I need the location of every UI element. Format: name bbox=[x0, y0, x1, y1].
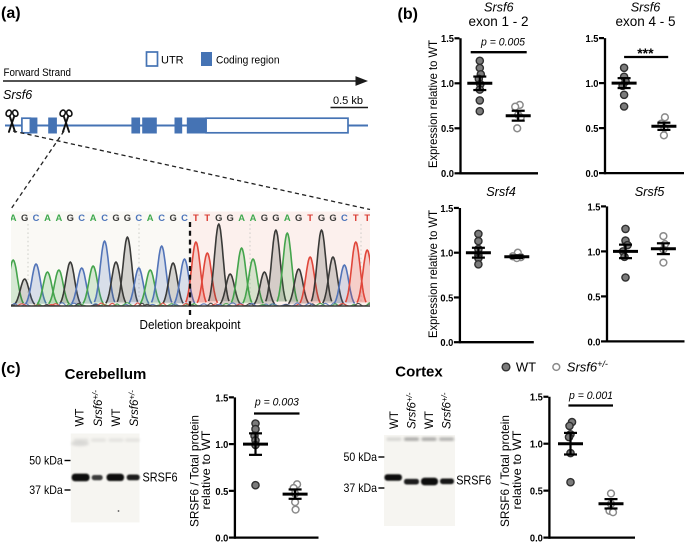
svg-text:(b): (b) bbox=[398, 6, 418, 23]
svg-text:T: T bbox=[193, 212, 199, 223]
svg-text:G: G bbox=[124, 212, 131, 223]
svg-text:1.0: 1.0 bbox=[586, 78, 599, 90]
svg-text:1.5: 1.5 bbox=[441, 33, 454, 45]
svg-text:0.5: 0.5 bbox=[441, 123, 454, 135]
svg-text:1.5: 1.5 bbox=[530, 392, 543, 404]
svg-text:SRSF6: SRSF6 bbox=[456, 474, 491, 488]
svg-text:relative to WT: relative to WT bbox=[510, 430, 524, 510]
svg-text:p = 0.003: p = 0.003 bbox=[254, 397, 299, 409]
svg-text:Cerebellum: Cerebellum bbox=[65, 366, 147, 383]
svg-text:Deletion breakpoint: Deletion breakpoint bbox=[140, 318, 241, 332]
svg-text:p = 0.001: p = 0.001 bbox=[568, 390, 613, 402]
svg-text:A: A bbox=[44, 212, 51, 223]
svg-text:1.0: 1.0 bbox=[441, 78, 454, 90]
svg-text:(a): (a) bbox=[1, 5, 21, 22]
svg-text:C: C bbox=[341, 212, 348, 223]
svg-text:WT: WT bbox=[75, 409, 87, 427]
svg-text:G: G bbox=[318, 212, 325, 223]
svg-text:A: A bbox=[90, 212, 97, 223]
svg-text:G: G bbox=[227, 212, 234, 223]
svg-text:1.5: 1.5 bbox=[586, 33, 599, 45]
svg-text:T: T bbox=[353, 212, 359, 223]
svg-text:0.0: 0.0 bbox=[215, 533, 228, 545]
svg-text:A: A bbox=[147, 212, 154, 223]
svg-text:0.0: 0.0 bbox=[440, 337, 453, 349]
svg-text:Coding region: Coding region bbox=[216, 55, 280, 67]
svg-text:SRSF6 / Total protein: SRSF6 / Total protein bbox=[187, 415, 201, 527]
svg-text:WT: WT bbox=[389, 411, 401, 429]
svg-text:0.5: 0.5 bbox=[215, 486, 228, 498]
svg-text:p = 0.005: p = 0.005 bbox=[480, 37, 526, 49]
svg-text:G: G bbox=[67, 212, 74, 223]
svg-text:A: A bbox=[10, 212, 17, 223]
svg-text:0.5: 0.5 bbox=[586, 123, 599, 135]
svg-text:0.0: 0.0 bbox=[441, 168, 454, 180]
svg-text:C: C bbox=[135, 212, 142, 223]
svg-text:Forward Strand: Forward Strand bbox=[4, 67, 72, 79]
svg-text:G: G bbox=[215, 212, 222, 223]
svg-text:A: A bbox=[284, 212, 291, 223]
svg-text:Srsf6: Srsf6 bbox=[484, 0, 514, 15]
svg-text:G: G bbox=[21, 212, 28, 223]
svg-text:Srsf4: Srsf4 bbox=[486, 184, 516, 199]
svg-text:0.5: 0.5 bbox=[440, 292, 453, 304]
svg-text:T: T bbox=[204, 212, 210, 223]
svg-text:exon 4 - 5: exon 4 - 5 bbox=[615, 14, 675, 29]
svg-text:1.5: 1.5 bbox=[440, 203, 453, 215]
svg-text:A: A bbox=[250, 212, 257, 223]
svg-text:G: G bbox=[295, 212, 302, 223]
svg-text:G: G bbox=[272, 212, 279, 223]
svg-text:Expression relative to WT: Expression relative to WT bbox=[426, 39, 440, 168]
svg-text:0.0: 0.0 bbox=[530, 533, 543, 545]
svg-text:0.0: 0.0 bbox=[586, 168, 599, 180]
svg-text:1.0: 1.0 bbox=[215, 439, 228, 451]
svg-text:***: *** bbox=[637, 45, 654, 61]
svg-text:SRSF6 / Total protein: SRSF6 / Total protein bbox=[498, 415, 512, 527]
svg-text:Srsf5: Srsf5 bbox=[635, 184, 665, 199]
svg-text:A: A bbox=[238, 212, 245, 223]
svg-text:1.0: 1.0 bbox=[440, 248, 453, 260]
svg-text:C: C bbox=[158, 212, 165, 223]
svg-text:C: C bbox=[78, 212, 85, 223]
svg-text:WT: WT bbox=[424, 411, 436, 429]
svg-text:UTR: UTR bbox=[161, 55, 184, 67]
svg-text:SRSF6: SRSF6 bbox=[143, 471, 178, 485]
svg-text:C: C bbox=[101, 212, 108, 223]
svg-text:WT: WT bbox=[516, 360, 536, 375]
svg-text:Expression relative to WT: Expression relative to WT bbox=[426, 209, 440, 338]
svg-text:exon 1 - 2: exon 1 - 2 bbox=[468, 14, 528, 29]
svg-text:1.5: 1.5 bbox=[215, 392, 228, 404]
svg-text:(c): (c) bbox=[1, 361, 21, 378]
svg-text:WT: WT bbox=[111, 409, 123, 427]
svg-text:50 kDa: 50 kDa bbox=[344, 450, 378, 464]
svg-text:T: T bbox=[364, 212, 370, 223]
svg-text:A: A bbox=[56, 212, 63, 223]
svg-text:G: G bbox=[329, 212, 336, 223]
svg-text:37 kDa: 37 kDa bbox=[29, 483, 63, 497]
svg-text:50 kDa: 50 kDa bbox=[29, 454, 63, 468]
svg-text:Cortex: Cortex bbox=[395, 364, 443, 381]
svg-text:37 kDa: 37 kDa bbox=[344, 481, 378, 495]
svg-text:1.0: 1.0 bbox=[530, 439, 543, 451]
svg-text:G: G bbox=[261, 212, 268, 223]
svg-text:1.0: 1.0 bbox=[588, 246, 601, 258]
svg-text:1.5: 1.5 bbox=[588, 201, 601, 213]
svg-text:0.0: 0.0 bbox=[588, 336, 601, 348]
svg-text:0.5: 0.5 bbox=[588, 291, 601, 303]
svg-text:T: T bbox=[307, 212, 313, 223]
svg-text:0.5: 0.5 bbox=[530, 486, 543, 498]
svg-text:Srsf6: Srsf6 bbox=[3, 88, 32, 102]
svg-text:G: G bbox=[112, 212, 119, 223]
svg-text:Srsf6: Srsf6 bbox=[631, 0, 661, 15]
svg-text:C: C bbox=[33, 212, 40, 223]
svg-text:relative to WT: relative to WT bbox=[199, 430, 213, 510]
svg-text:G: G bbox=[169, 212, 176, 223]
svg-text:C: C bbox=[181, 212, 188, 223]
svg-text:0.5 kb: 0.5 kb bbox=[333, 95, 363, 107]
